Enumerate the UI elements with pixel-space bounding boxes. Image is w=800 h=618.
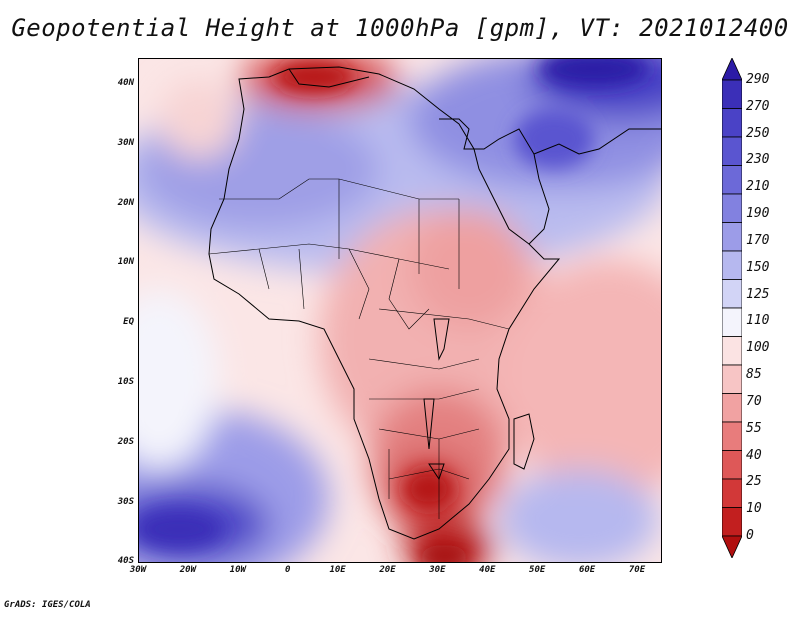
colorbar-swatch	[722, 507, 742, 537]
colorbar-label: 0	[746, 528, 754, 543]
lon-tick-label: 50E	[529, 565, 546, 575]
lon-tick-label: 30E	[429, 565, 446, 575]
colorbar-swatch	[722, 193, 742, 223]
colorbar-label: 85	[746, 367, 762, 383]
lon-tick-label: 40E	[479, 565, 496, 575]
field-low-levels	[139, 59, 661, 562]
map-plot-area	[138, 58, 662, 563]
colorbar-label: 10	[746, 501, 762, 517]
lon-tick-label: 10W	[229, 565, 246, 575]
colorbar-swatch	[722, 364, 742, 394]
lat-tick-label: 20N	[117, 197, 134, 208]
colorbar-swatch	[722, 421, 742, 451]
colorbar	[722, 58, 742, 558]
colorbar-swatch	[722, 79, 742, 109]
colorbar-label: 70	[746, 393, 762, 409]
colorbar-swatch	[722, 222, 742, 252]
lon-tick-label: 70E	[628, 565, 646, 575]
lat-tick-label: 30N	[117, 137, 134, 148]
lon-tick-label: 0	[284, 565, 291, 575]
country-borders	[208, 178, 510, 519]
footer-credit: GrADS: IGES/COLA	[4, 600, 91, 610]
colorbar-label: 270	[746, 98, 770, 114]
lat-tick-label: 40N	[117, 78, 134, 88]
colorbar-label: 100	[746, 340, 770, 356]
lon-tick-label: 30W	[129, 565, 147, 575]
colorbar-label: 190	[746, 206, 770, 222]
lat-tick-label: 20S	[117, 436, 134, 447]
colorbar-label: 290	[746, 72, 770, 87]
coastlines	[208, 66, 661, 540]
colorbar-label: 125	[746, 286, 770, 302]
colorbar-label: 250	[746, 125, 770, 141]
colorbar-swatch	[722, 108, 742, 138]
chart-title: Geopotential Height at 1000hPa [gpm], VT…	[11, 14, 789, 42]
lat-tick-label: 40S	[117, 556, 134, 567]
colorbar-label: 55	[746, 420, 762, 436]
map-svg	[139, 59, 661, 562]
lat-tick-label: 10S	[117, 377, 134, 387]
lat-tick-label: 10N	[117, 257, 134, 268]
colorbar-swatch	[722, 450, 742, 480]
colorbar-label: 110	[746, 313, 770, 329]
lon-tick-label: 60E	[578, 565, 596, 575]
colorbar-swatch	[722, 136, 742, 166]
colorbar-swatch	[722, 336, 742, 366]
colorbar-bottom-arrow	[722, 535, 742, 558]
colorbar-label: 25	[746, 474, 762, 490]
lon-tick-label: 20E	[379, 565, 396, 575]
colorbar-label: 40	[746, 447, 762, 463]
lat-tick-label: EQ	[123, 317, 134, 328]
lat-tick-label: 30S	[117, 496, 134, 507]
colorbar-swatch	[722, 307, 742, 337]
colorbar-label: 150	[746, 259, 770, 275]
colorbar-top-arrow	[722, 58, 742, 81]
colorbar-label: 170	[746, 232, 770, 248]
colorbar-swatch	[722, 250, 742, 280]
colorbar-swatch	[722, 393, 742, 423]
colorbar-swatch	[722, 165, 742, 195]
lon-tick-label: 20W	[179, 565, 197, 575]
colorbar-swatch	[722, 279, 742, 309]
lon-tick-label: 10E	[329, 565, 346, 575]
colorbar-label: 230	[746, 152, 770, 168]
colorbar-label: 210	[746, 179, 770, 195]
colorbar-swatch	[722, 478, 742, 508]
